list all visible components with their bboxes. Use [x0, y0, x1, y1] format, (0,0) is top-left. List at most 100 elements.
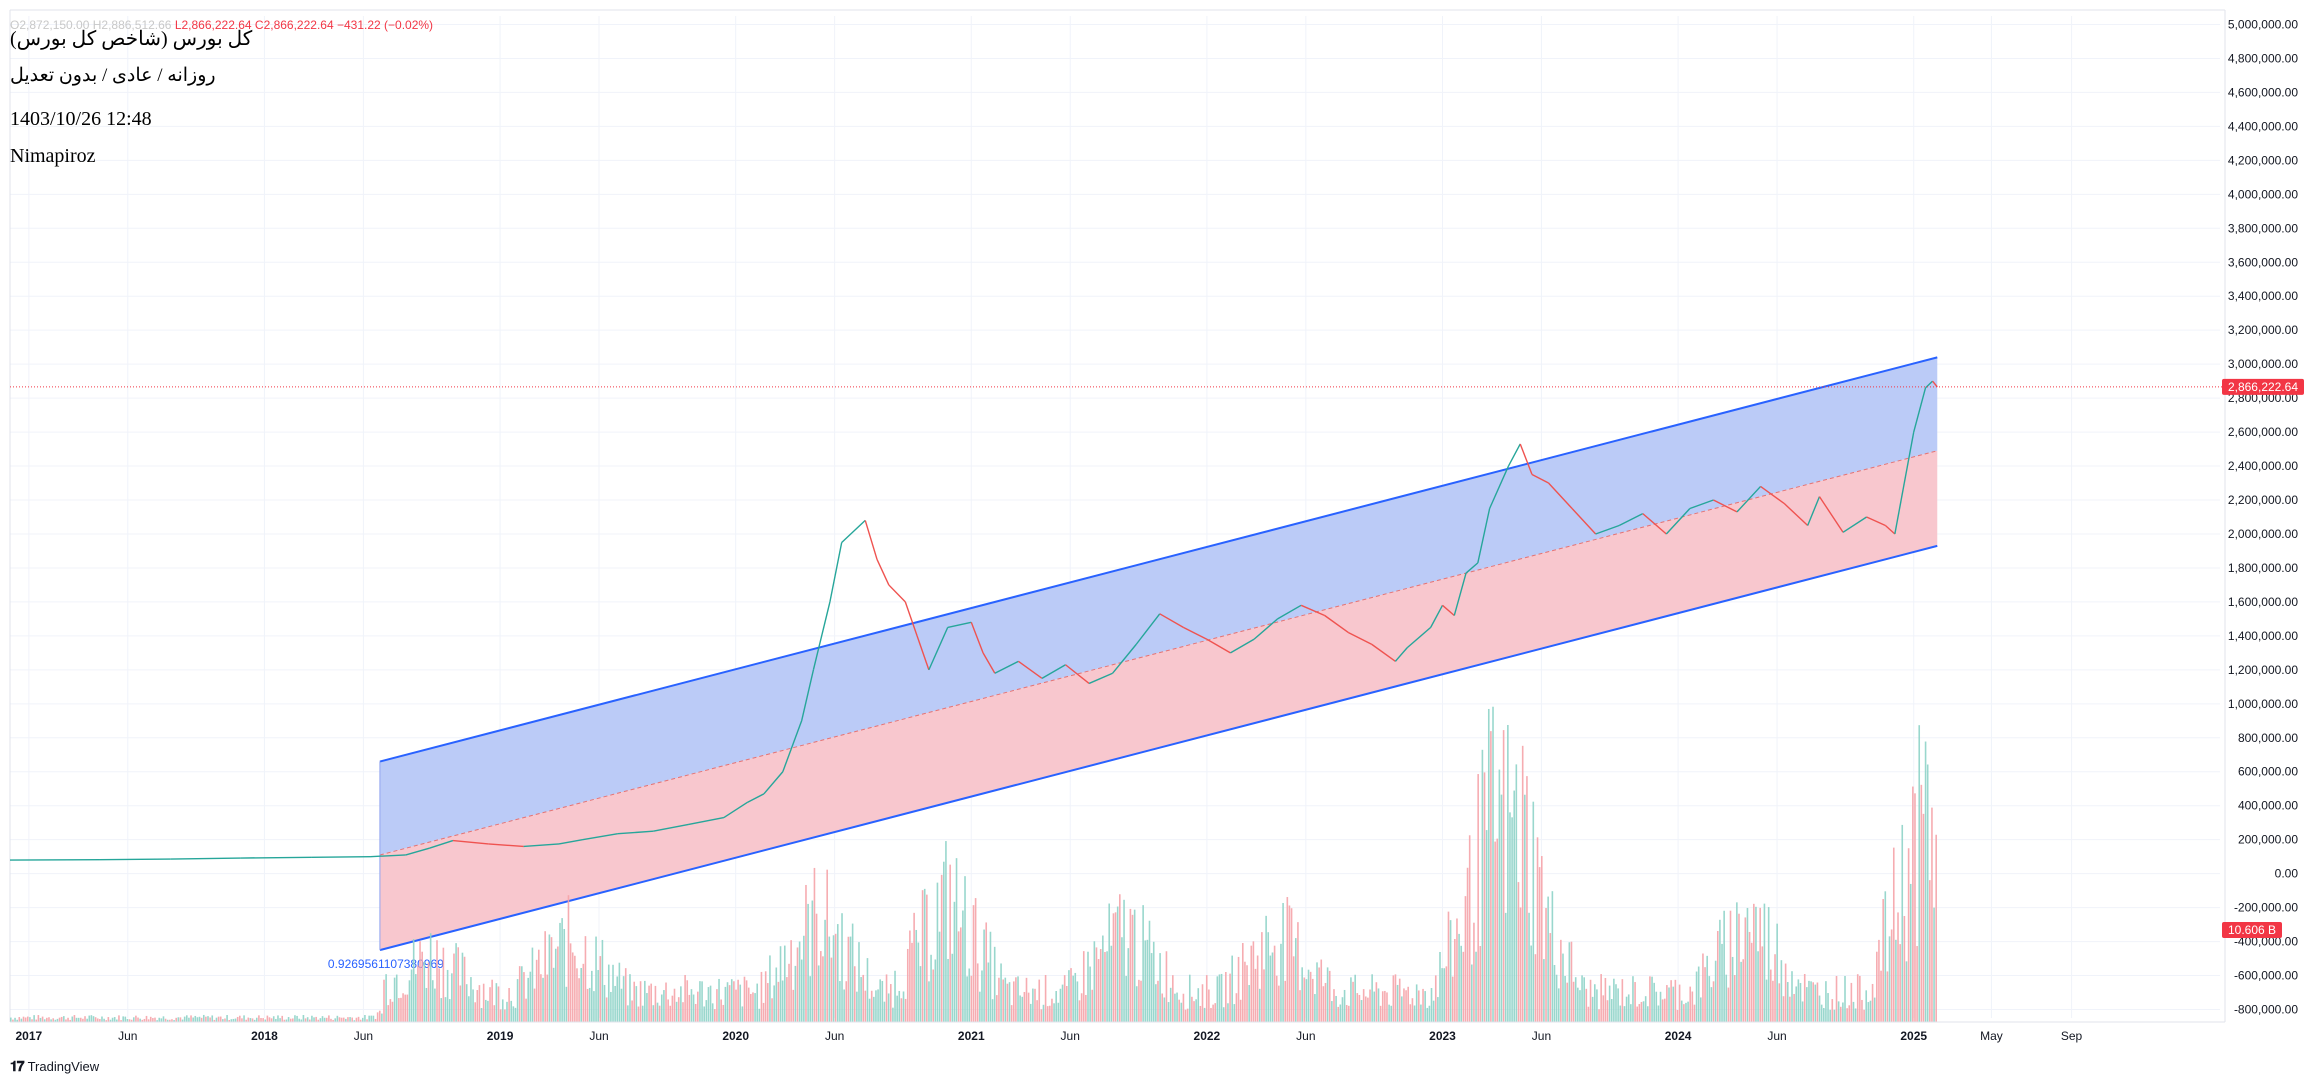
volume-bar [1010, 1005, 1013, 1022]
volume-bar [1509, 812, 1511, 1022]
volume-bar [1076, 981, 1079, 1022]
volume-bar [120, 1020, 122, 1022]
volume-bar [164, 1018, 167, 1022]
volume-bar [796, 947, 799, 1022]
volume-bar [1392, 975, 1395, 1022]
volume-bar [1638, 1004, 1641, 1022]
x-tick-label: May [1980, 1029, 2003, 1043]
volume-bar [1748, 931, 1751, 1022]
y-tick-label: 200,000.00 [2238, 833, 2298, 847]
volume-bar [514, 1007, 517, 1022]
volume-bar [1852, 1001, 1855, 1022]
volume-bar [1613, 978, 1615, 1022]
volume-bar [1812, 982, 1814, 1022]
volume-bar [1004, 977, 1007, 1022]
volume-bar [1865, 990, 1868, 1022]
volume-bar [981, 970, 983, 1022]
volume-bar [599, 956, 602, 1022]
volume-bar [1504, 912, 1507, 1022]
volume-badge [2222, 922, 2282, 939]
y-tick-label: 3,000,000.00 [2228, 357, 2298, 371]
volume-bar [421, 951, 423, 1022]
tradingview-logo[interactable]: 𝟏𝟕 TradingView [10, 1058, 99, 1075]
volume-bar [1736, 902, 1738, 1022]
volume-bar [934, 959, 937, 1022]
volume-bar [1163, 997, 1166, 1022]
volume-bar [1167, 1002, 1170, 1022]
volume-bar [1326, 967, 1329, 1022]
volume-bar [258, 1015, 260, 1022]
volume-bar [300, 1019, 303, 1022]
volume-bar [1367, 997, 1369, 1022]
volume-bar [866, 958, 869, 1022]
x-tick-label: Jun [1532, 1029, 1551, 1043]
volume-bar [1345, 1004, 1348, 1022]
volume-bar [459, 985, 462, 1022]
y-tick-label: 1,200,000.00 [2228, 663, 2298, 677]
price-segment [904, 601, 918, 637]
volume-bar [673, 988, 676, 1022]
volume-bar [1608, 985, 1611, 1022]
volume-bar [1114, 912, 1117, 1022]
price-segment [1442, 604, 1455, 617]
price-segment [1818, 496, 1844, 533]
ohlc-low: L2,866,222.64 [174, 18, 252, 32]
volume-bar [175, 1017, 177, 1022]
volume-bar [1697, 966, 1700, 1022]
volume-bar [1451, 976, 1454, 1022]
volume-bar [739, 984, 742, 1022]
volume-bar [701, 981, 703, 1022]
volume-bar [1767, 907, 1770, 1022]
volume-bar [720, 999, 722, 1022]
volume-bar [270, 1018, 273, 1022]
volume-bar [1059, 988, 1062, 1022]
volume-bar [1473, 922, 1475, 1022]
volume-bar [1112, 913, 1115, 1022]
volume-bar [404, 994, 407, 1022]
volume-bar [1621, 979, 1624, 1022]
volume-bar [1029, 1003, 1032, 1022]
volume-bar [1131, 914, 1134, 1022]
volume-bar [361, 1017, 364, 1022]
y-tick-label: 1,600,000.00 [2228, 595, 2298, 609]
volume-bar [272, 1016, 275, 1022]
volume-bar [1258, 988, 1261, 1022]
volume-bar [699, 981, 701, 1022]
x-tick-label: Jun [1061, 1029, 1080, 1043]
volume-bar [1271, 952, 1274, 1022]
volume-bar [1241, 943, 1244, 1022]
volume-bar [226, 1015, 228, 1022]
volume-bar [376, 1012, 379, 1022]
volume-bar [680, 986, 682, 1022]
volume-bar [1755, 906, 1757, 1022]
price-segment [617, 830, 654, 835]
volume-bar [909, 930, 911, 1022]
volume-bar [489, 987, 491, 1022]
volume-bar [1460, 945, 1463, 1022]
volume-bar [631, 1000, 633, 1022]
volume-bar [523, 972, 525, 1022]
volume-bar [323, 1017, 326, 1022]
volume-bar [1769, 969, 1772, 1022]
volume-bar [688, 994, 691, 1022]
volume-bar [461, 952, 464, 1022]
volume-bar [1647, 1006, 1649, 1022]
volume-bar [1244, 961, 1246, 1022]
price-segment [1866, 516, 1886, 527]
volume-bar [582, 963, 585, 1022]
volume-bar [132, 1017, 135, 1022]
volume-bar [544, 931, 546, 1022]
volume-bar [438, 968, 440, 1022]
volume-bar [1063, 975, 1066, 1022]
volume-bar [1835, 975, 1838, 1022]
volume-bar [758, 1008, 761, 1022]
volume-bar [525, 998, 527, 1022]
volume-bar [1674, 979, 1677, 1022]
volume-bar [54, 1019, 57, 1022]
volume-bar [1763, 903, 1766, 1022]
volume-bar [1547, 896, 1549, 1022]
volume-bar [597, 970, 599, 1022]
x-tick-label: Jun [118, 1029, 137, 1043]
volume-bar [455, 943, 457, 1022]
